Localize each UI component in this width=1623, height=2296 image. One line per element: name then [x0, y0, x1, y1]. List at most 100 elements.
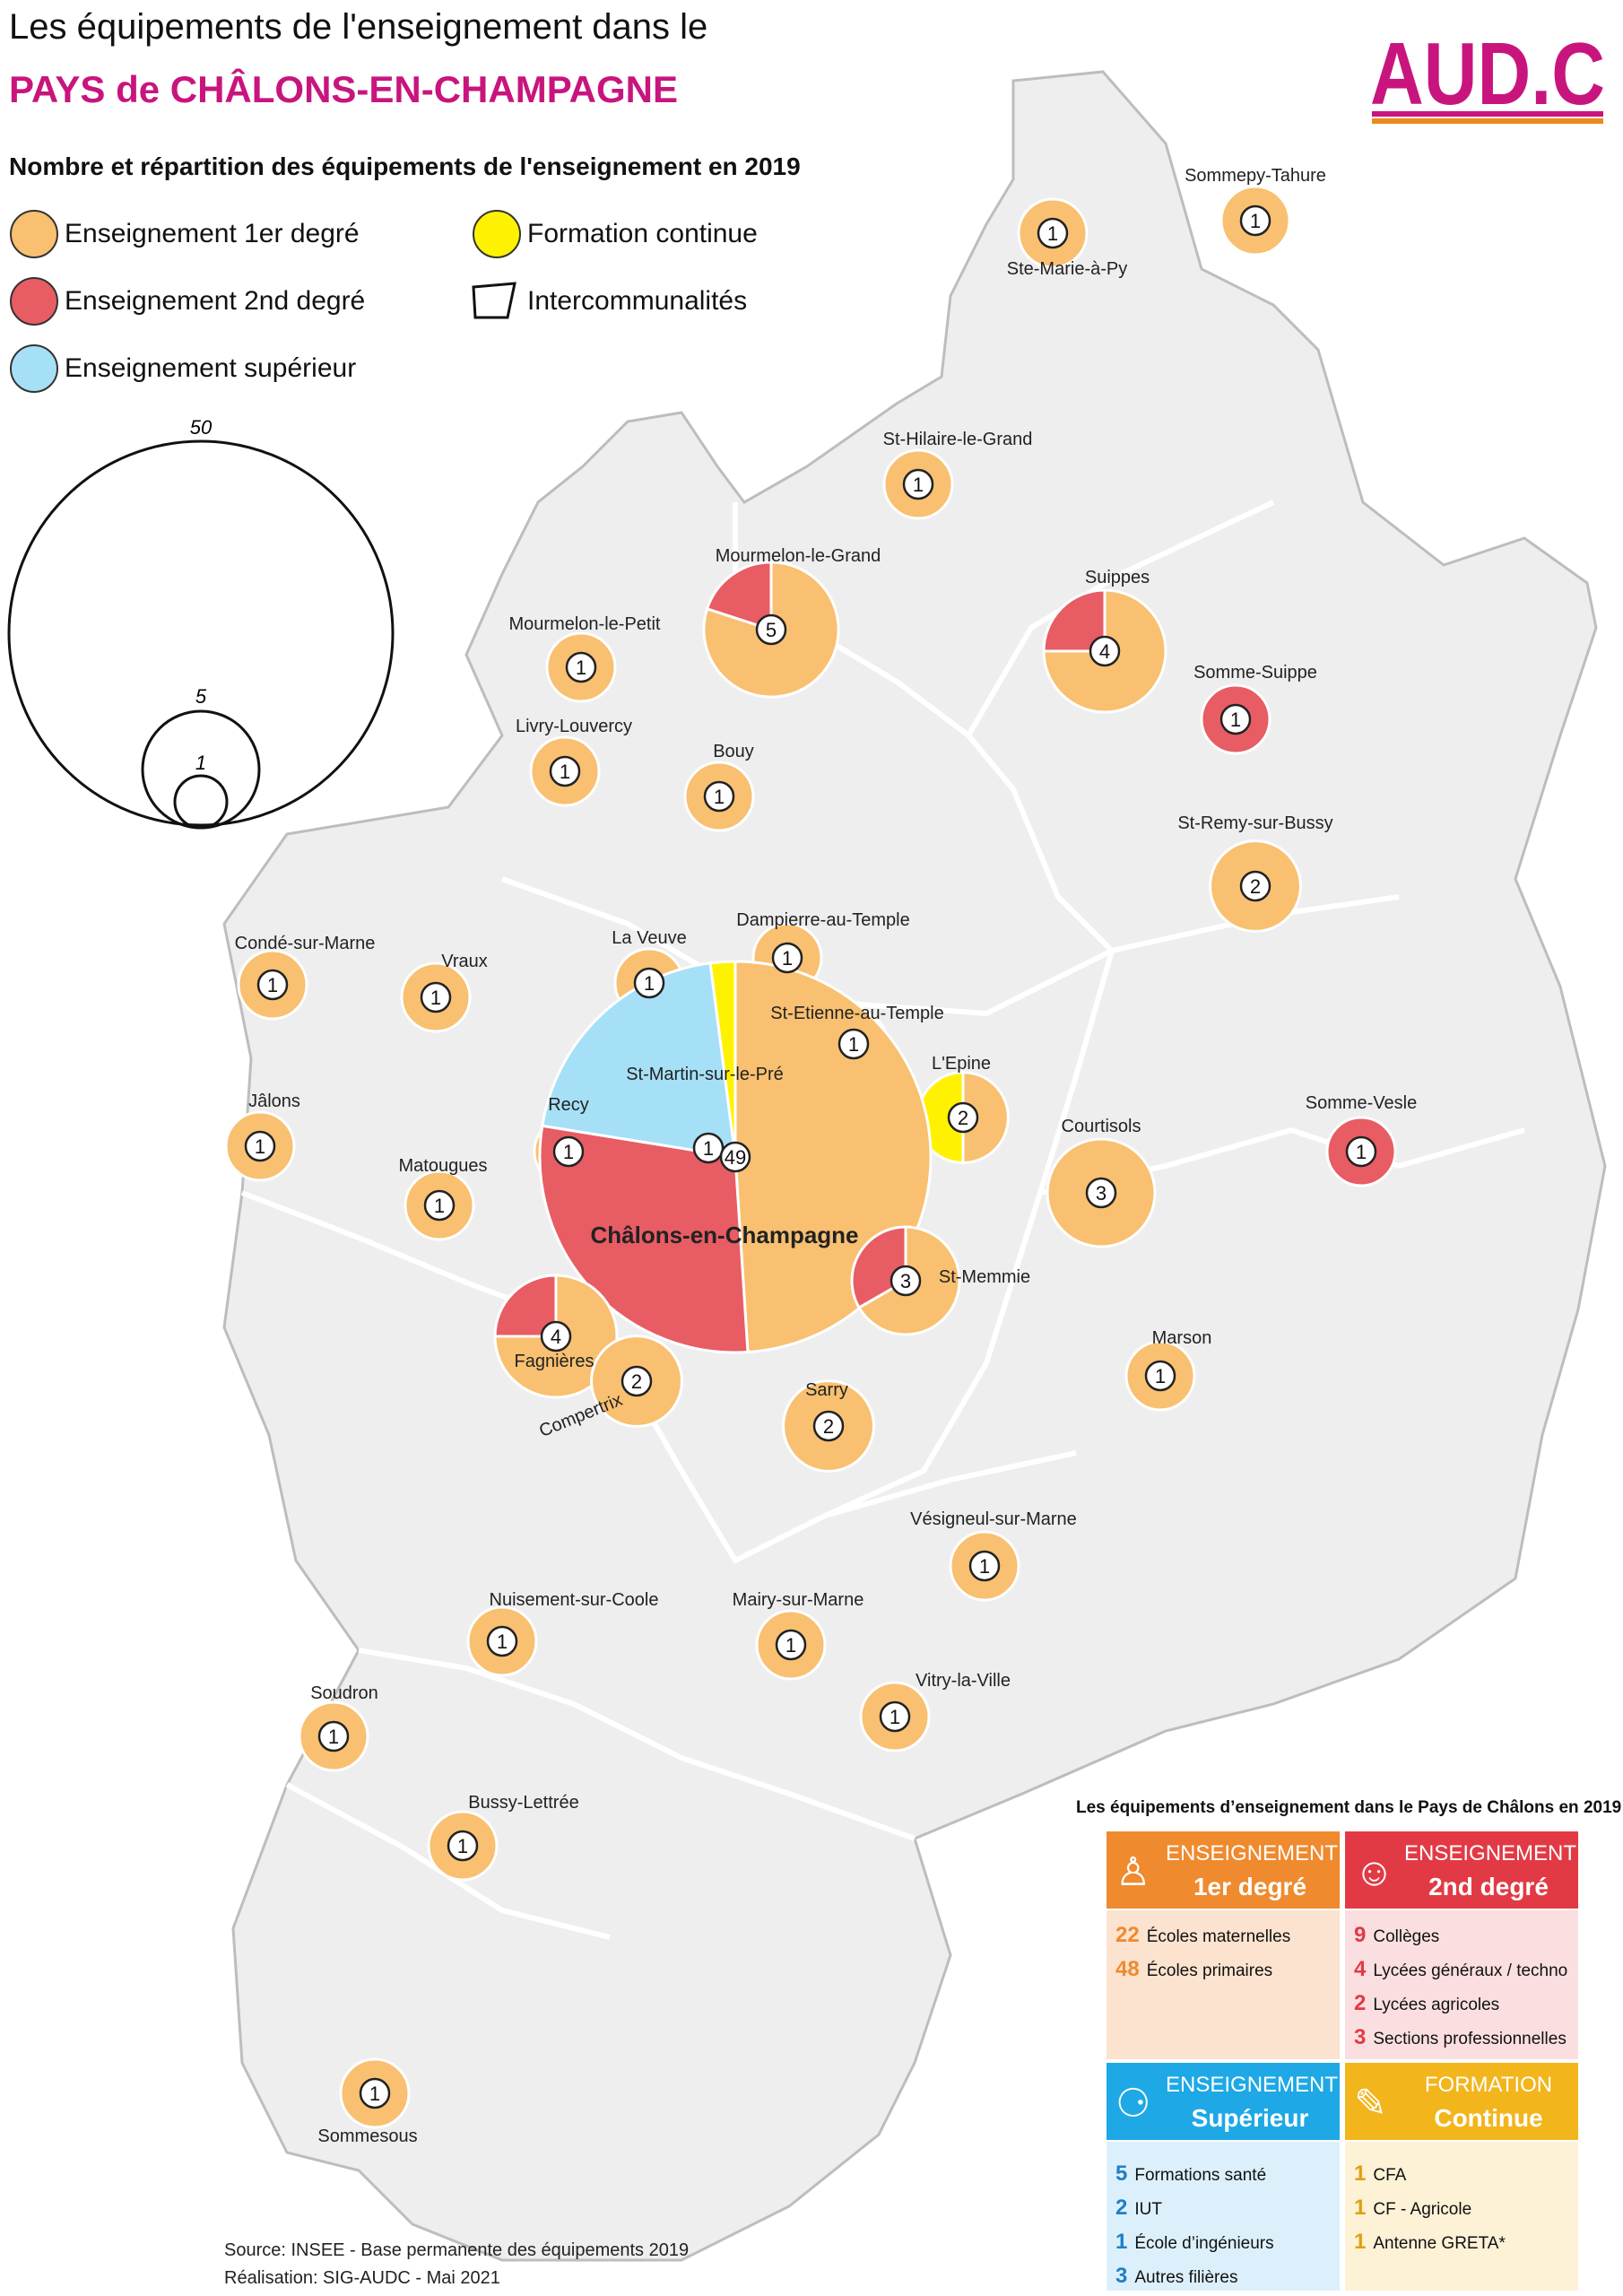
place-label: Sommesous [317, 2126, 417, 2146]
count-value: 1 [434, 1195, 445, 1217]
count-badge-circle [565, 651, 597, 683]
count-badge-circle [947, 1101, 979, 1134]
count-badge: 3 [890, 1265, 922, 1297]
count-badge: 1 [1239, 204, 1271, 237]
count-badge: 1 [317, 1720, 350, 1752]
count-badge: 2 [812, 1410, 845, 1442]
count-badge-circle [317, 1720, 350, 1752]
box-superieur-head2: Supérieur [1191, 2104, 1309, 2132]
scale-circle-50 [7, 439, 395, 827]
count-badge-circle [447, 1830, 479, 1862]
count-badge-circle [771, 942, 803, 974]
count-badge-circle [838, 1028, 870, 1060]
place-label: Somme-Vesle [1306, 1093, 1418, 1113]
count-value: 1 [576, 657, 586, 679]
place-marker [1042, 588, 1167, 714]
count-value: 1 [267, 974, 278, 996]
count-badge: 1 [838, 1028, 870, 1060]
legend-label-superieur: Enseignement supérieur [65, 353, 357, 383]
count-value: 1 [430, 987, 441, 1009]
logo-bar-orange [1372, 118, 1603, 124]
count-badge: 1 [359, 2077, 391, 2109]
count-badge-circle [256, 969, 289, 1001]
logo-text: AUD.C [1370, 25, 1605, 123]
count-badge-circle [775, 1629, 807, 1661]
count-badge: 1 [256, 969, 289, 1001]
count-badge: 1 [423, 1189, 456, 1222]
place-label: Courtisols [1062, 1117, 1141, 1136]
place-label: St-Etienne-au-Temple [770, 1004, 943, 1023]
box-secondaire-head2: 2nd degré [1428, 1873, 1549, 1900]
place-label: Nuisement-sur-Coole [490, 1590, 659, 1610]
count-value: 1 [703, 1137, 714, 1160]
box-primaire-body [1107, 1910, 1340, 2059]
count-badge: 1 [565, 651, 597, 683]
legend-swatch-secondaire [10, 277, 58, 326]
box-secondaire-body [1345, 1910, 1578, 2059]
box-primaire-header: ♙ ENSEIGNEMENT 1er degré [1107, 1831, 1340, 1909]
list-superieur: 5 Formations santé 2 IUT 1 École d’ingénieu… [1115, 2158, 1274, 2294]
count-value: 3 [1096, 1182, 1107, 1205]
count-value: 1 [563, 1141, 574, 1163]
place-label: Livry-Louvercy [516, 717, 632, 736]
graduate-icon: ⚆ [1115, 2082, 1151, 2126]
box-superieur-head1: ENSEIGNEMENT [1166, 2073, 1339, 2097]
list-secondaire: 9 Collèges 4 Lycées généraux / techno 2 Lyc… [1354, 1919, 1567, 2056]
place-label: St-Martin-sur-le-Pré [626, 1065, 784, 1084]
count-badge: 2 [947, 1101, 979, 1134]
count-badge-circle [1239, 204, 1271, 237]
place-label: Dampierre-au-Temple [736, 910, 909, 930]
count-value: 1 [890, 1706, 900, 1728]
place-label: Somme-Suippe [1193, 663, 1317, 683]
count-badge: 1 [1345, 1135, 1377, 1168]
place-label: Condé-sur-Marne [235, 934, 376, 953]
count-badge: 1 [902, 468, 934, 500]
count-value: 1 [328, 1726, 339, 1748]
list-item: 1 CFA [1354, 2161, 1407, 2186]
audc-logo: AUD.C [1370, 25, 1605, 124]
place-label: Châlons-en-Champagne [590, 1222, 858, 1248]
box-primaire-head1: ENSEIGNEMENT [1166, 1841, 1339, 1866]
count-badge-circle [359, 2077, 391, 2109]
count-badge-circle [621, 1365, 653, 1397]
place-label: Mairy-sur-Marne [733, 1590, 864, 1610]
subtitle: Nombre et répartition des équipements de… [9, 152, 801, 180]
count-value: 2 [1250, 875, 1261, 898]
count-value: 1 [1230, 709, 1241, 731]
count-value: 1 [714, 786, 725, 808]
legend-label-continue: Formation continue [527, 219, 758, 248]
count-badge-circle [1089, 635, 1121, 667]
footer: Source: INSEE - Base permanente des équi… [224, 2237, 689, 2292]
count-badge-circle [719, 1141, 751, 1173]
count-badge-circle [540, 1320, 572, 1352]
count-badge: 1 [879, 1700, 911, 1733]
count-badge-circle [755, 613, 787, 646]
count-badge: 1 [633, 967, 665, 999]
scale-circle-1 [173, 774, 229, 830]
count-badge-circle [423, 1189, 456, 1222]
title-line1: Les équipements de l'enseignement dans l… [9, 7, 708, 47]
legend-swatch-primaire [10, 210, 58, 258]
count-badge-circle [703, 780, 735, 813]
list-item: 9 Collèges [1354, 1923, 1440, 1947]
count-badge-circle [420, 981, 452, 1013]
box-secondaire-head1: ENSEIGNEMENT [1404, 1841, 1577, 1866]
box-continue-head2: Continue [1434, 2104, 1543, 2132]
count-badge-circle [1345, 1135, 1377, 1168]
count-value: 5 [766, 619, 777, 641]
count-badge-circle [633, 967, 665, 999]
count-badge: 5 [755, 613, 787, 646]
count-value: 1 [497, 1631, 508, 1653]
place-label: St-Remy-sur-Bussy [1177, 813, 1332, 833]
place-label: Soudron [310, 1683, 378, 1703]
place-label: Vésigneul-sur-Marne [910, 1509, 1077, 1529]
student-icon: ☺ [1354, 1850, 1394, 1894]
legend-swatch-superieur [10, 344, 58, 393]
list-primaire: 22 Écoles maternelles 48 Écoles primaires [1115, 1919, 1290, 1987]
count-badge: 4 [1089, 635, 1121, 667]
count-badge: 4 [540, 1320, 572, 1352]
place-label: Matougues [399, 1156, 488, 1176]
legend-swatch-continue [473, 210, 521, 258]
place-label: Jâlons [248, 1091, 300, 1111]
